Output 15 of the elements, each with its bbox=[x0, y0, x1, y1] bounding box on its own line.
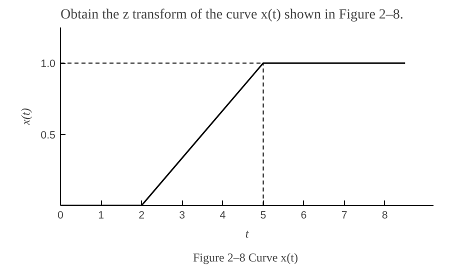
x-tick-label: 3 bbox=[179, 210, 186, 222]
x-tick-label: 0 bbox=[58, 210, 64, 222]
x-tick-label: 4 bbox=[220, 210, 226, 222]
x-tick-label: 8 bbox=[382, 210, 388, 222]
chart-title: Obtain the z transform of the curve x(t) shown in Figure 2–8. bbox=[60, 8, 404, 22]
x-tick-label: 2 bbox=[138, 210, 145, 222]
caption: Figure 2–8 Curve x(t) bbox=[193, 250, 298, 264]
x-axis-title: t bbox=[245, 226, 250, 240]
y-tick-label: 1.0 bbox=[40, 58, 56, 70]
x-tick-label: 7 bbox=[341, 210, 348, 222]
x-tick-label: 5 bbox=[260, 210, 266, 222]
y-tick-label: 0.5 bbox=[40, 129, 56, 142]
x-tick-label: 1 bbox=[98, 210, 104, 222]
x-tick-label: 6 bbox=[300, 210, 307, 222]
y-axis-title: x(t) bbox=[18, 108, 33, 126]
